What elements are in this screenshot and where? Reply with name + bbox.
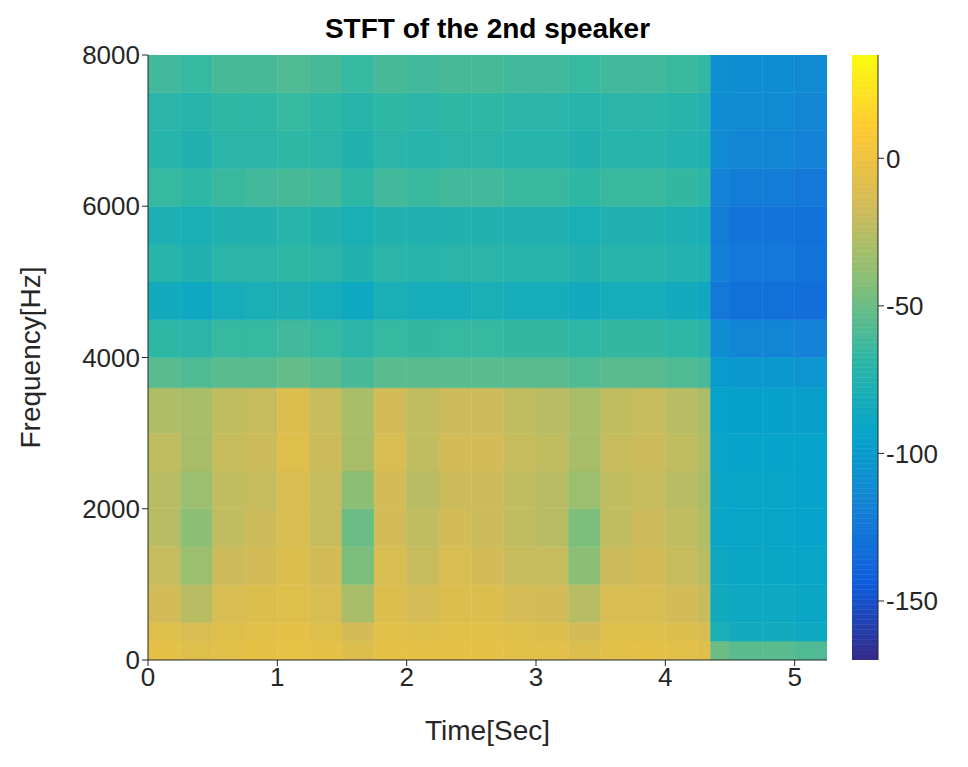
svg-text:8000: 8000 [82,40,140,70]
svg-text:-150: -150 [886,586,938,616]
svg-text:0: 0 [141,662,155,692]
svg-text:0: 0 [126,645,140,675]
html-text:STFT of the 2nd speaker: STFT of the 2nd speaker [324,13,651,44]
svg-text:6000: 6000 [82,191,140,221]
svg-text:5: 5 [787,662,801,692]
svg-text:-50: -50 [886,291,924,321]
svg-text:4: 4 [658,662,672,692]
svg-text:2000: 2000 [82,494,140,524]
svg-text:-100: -100 [886,439,938,469]
svg-text:1: 1 [270,662,284,692]
svg-text:3: 3 [529,662,543,692]
svg-text:0: 0 [886,144,900,174]
svg-text:Time[Sec]: Time[Sec] [425,715,550,746]
svg-text:2: 2 [399,662,413,692]
svg-text:4000: 4000 [82,343,140,373]
svg-text:Frequency[Hz]: Frequency[Hz] [15,266,46,448]
